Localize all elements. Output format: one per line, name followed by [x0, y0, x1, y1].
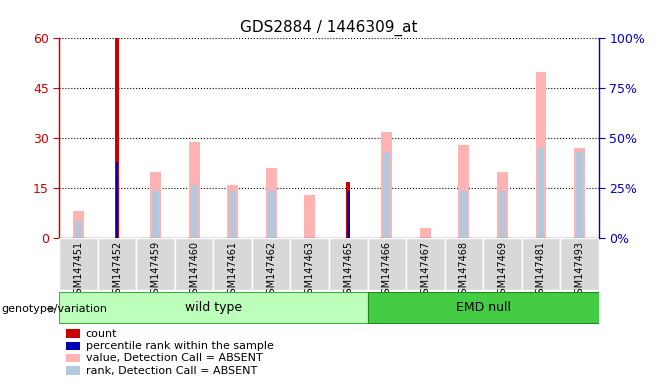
FancyBboxPatch shape	[175, 238, 213, 290]
Bar	[497, 172, 508, 238]
Bar	[347, 192, 349, 238]
Bar	[499, 192, 506, 238]
Bar	[346, 182, 350, 238]
FancyBboxPatch shape	[368, 238, 406, 290]
Text: value, Detection Call = ABSENT: value, Detection Call = ABSENT	[86, 353, 263, 363]
Text: wild type: wild type	[185, 301, 242, 314]
FancyBboxPatch shape	[560, 238, 599, 290]
Text: GSM147451: GSM147451	[74, 241, 84, 300]
FancyBboxPatch shape	[252, 238, 290, 290]
FancyBboxPatch shape	[368, 292, 599, 323]
Bar	[536, 72, 546, 238]
Bar	[382, 132, 392, 238]
FancyBboxPatch shape	[290, 238, 329, 290]
Text: EMD null: EMD null	[455, 301, 511, 314]
FancyBboxPatch shape	[98, 238, 136, 290]
Bar	[461, 192, 467, 238]
Bar	[75, 222, 82, 238]
Bar	[268, 192, 274, 238]
Text: GSM147459: GSM147459	[151, 241, 161, 300]
Text: GSM147463: GSM147463	[305, 241, 315, 300]
Text: GSM147467: GSM147467	[420, 241, 430, 300]
Text: genotype/variation: genotype/variation	[1, 304, 107, 314]
Text: GSM147466: GSM147466	[382, 241, 392, 300]
Text: rank, Detection Call = ABSENT: rank, Detection Call = ABSENT	[86, 366, 257, 376]
FancyBboxPatch shape	[59, 238, 98, 290]
FancyBboxPatch shape	[483, 238, 522, 290]
Bar	[116, 162, 118, 238]
Text: GSM147462: GSM147462	[266, 241, 276, 300]
Bar	[191, 185, 197, 238]
Text: percentile rank within the sample: percentile rank within the sample	[86, 341, 274, 351]
Bar	[229, 192, 236, 238]
Bar	[115, 38, 119, 238]
Bar	[574, 148, 585, 238]
FancyBboxPatch shape	[406, 238, 445, 290]
Bar	[459, 145, 469, 238]
Bar	[538, 148, 544, 238]
Text: GSM147481: GSM147481	[536, 241, 546, 300]
FancyBboxPatch shape	[213, 238, 252, 290]
FancyBboxPatch shape	[329, 238, 368, 290]
Bar	[266, 168, 276, 238]
Bar	[227, 185, 238, 238]
FancyBboxPatch shape	[445, 238, 483, 290]
FancyBboxPatch shape	[136, 238, 175, 290]
Bar	[150, 172, 161, 238]
Text: GSM147468: GSM147468	[459, 241, 469, 300]
Text: GSM147493: GSM147493	[574, 241, 584, 300]
Bar	[420, 228, 431, 238]
Text: GSM147469: GSM147469	[497, 241, 507, 300]
Text: GSM147452: GSM147452	[112, 241, 122, 300]
Text: count: count	[86, 329, 117, 339]
Bar	[384, 152, 390, 238]
Text: GSM147460: GSM147460	[189, 241, 199, 300]
Title: GDS2884 / 1446309_at: GDS2884 / 1446309_at	[240, 20, 418, 36]
FancyBboxPatch shape	[59, 292, 368, 323]
Bar	[73, 212, 84, 238]
Bar	[576, 152, 583, 238]
FancyBboxPatch shape	[522, 238, 560, 290]
Text: GSM147465: GSM147465	[343, 241, 353, 300]
Bar	[189, 142, 199, 238]
Bar	[305, 195, 315, 238]
Text: GSM147461: GSM147461	[228, 241, 238, 300]
Bar	[152, 192, 159, 238]
